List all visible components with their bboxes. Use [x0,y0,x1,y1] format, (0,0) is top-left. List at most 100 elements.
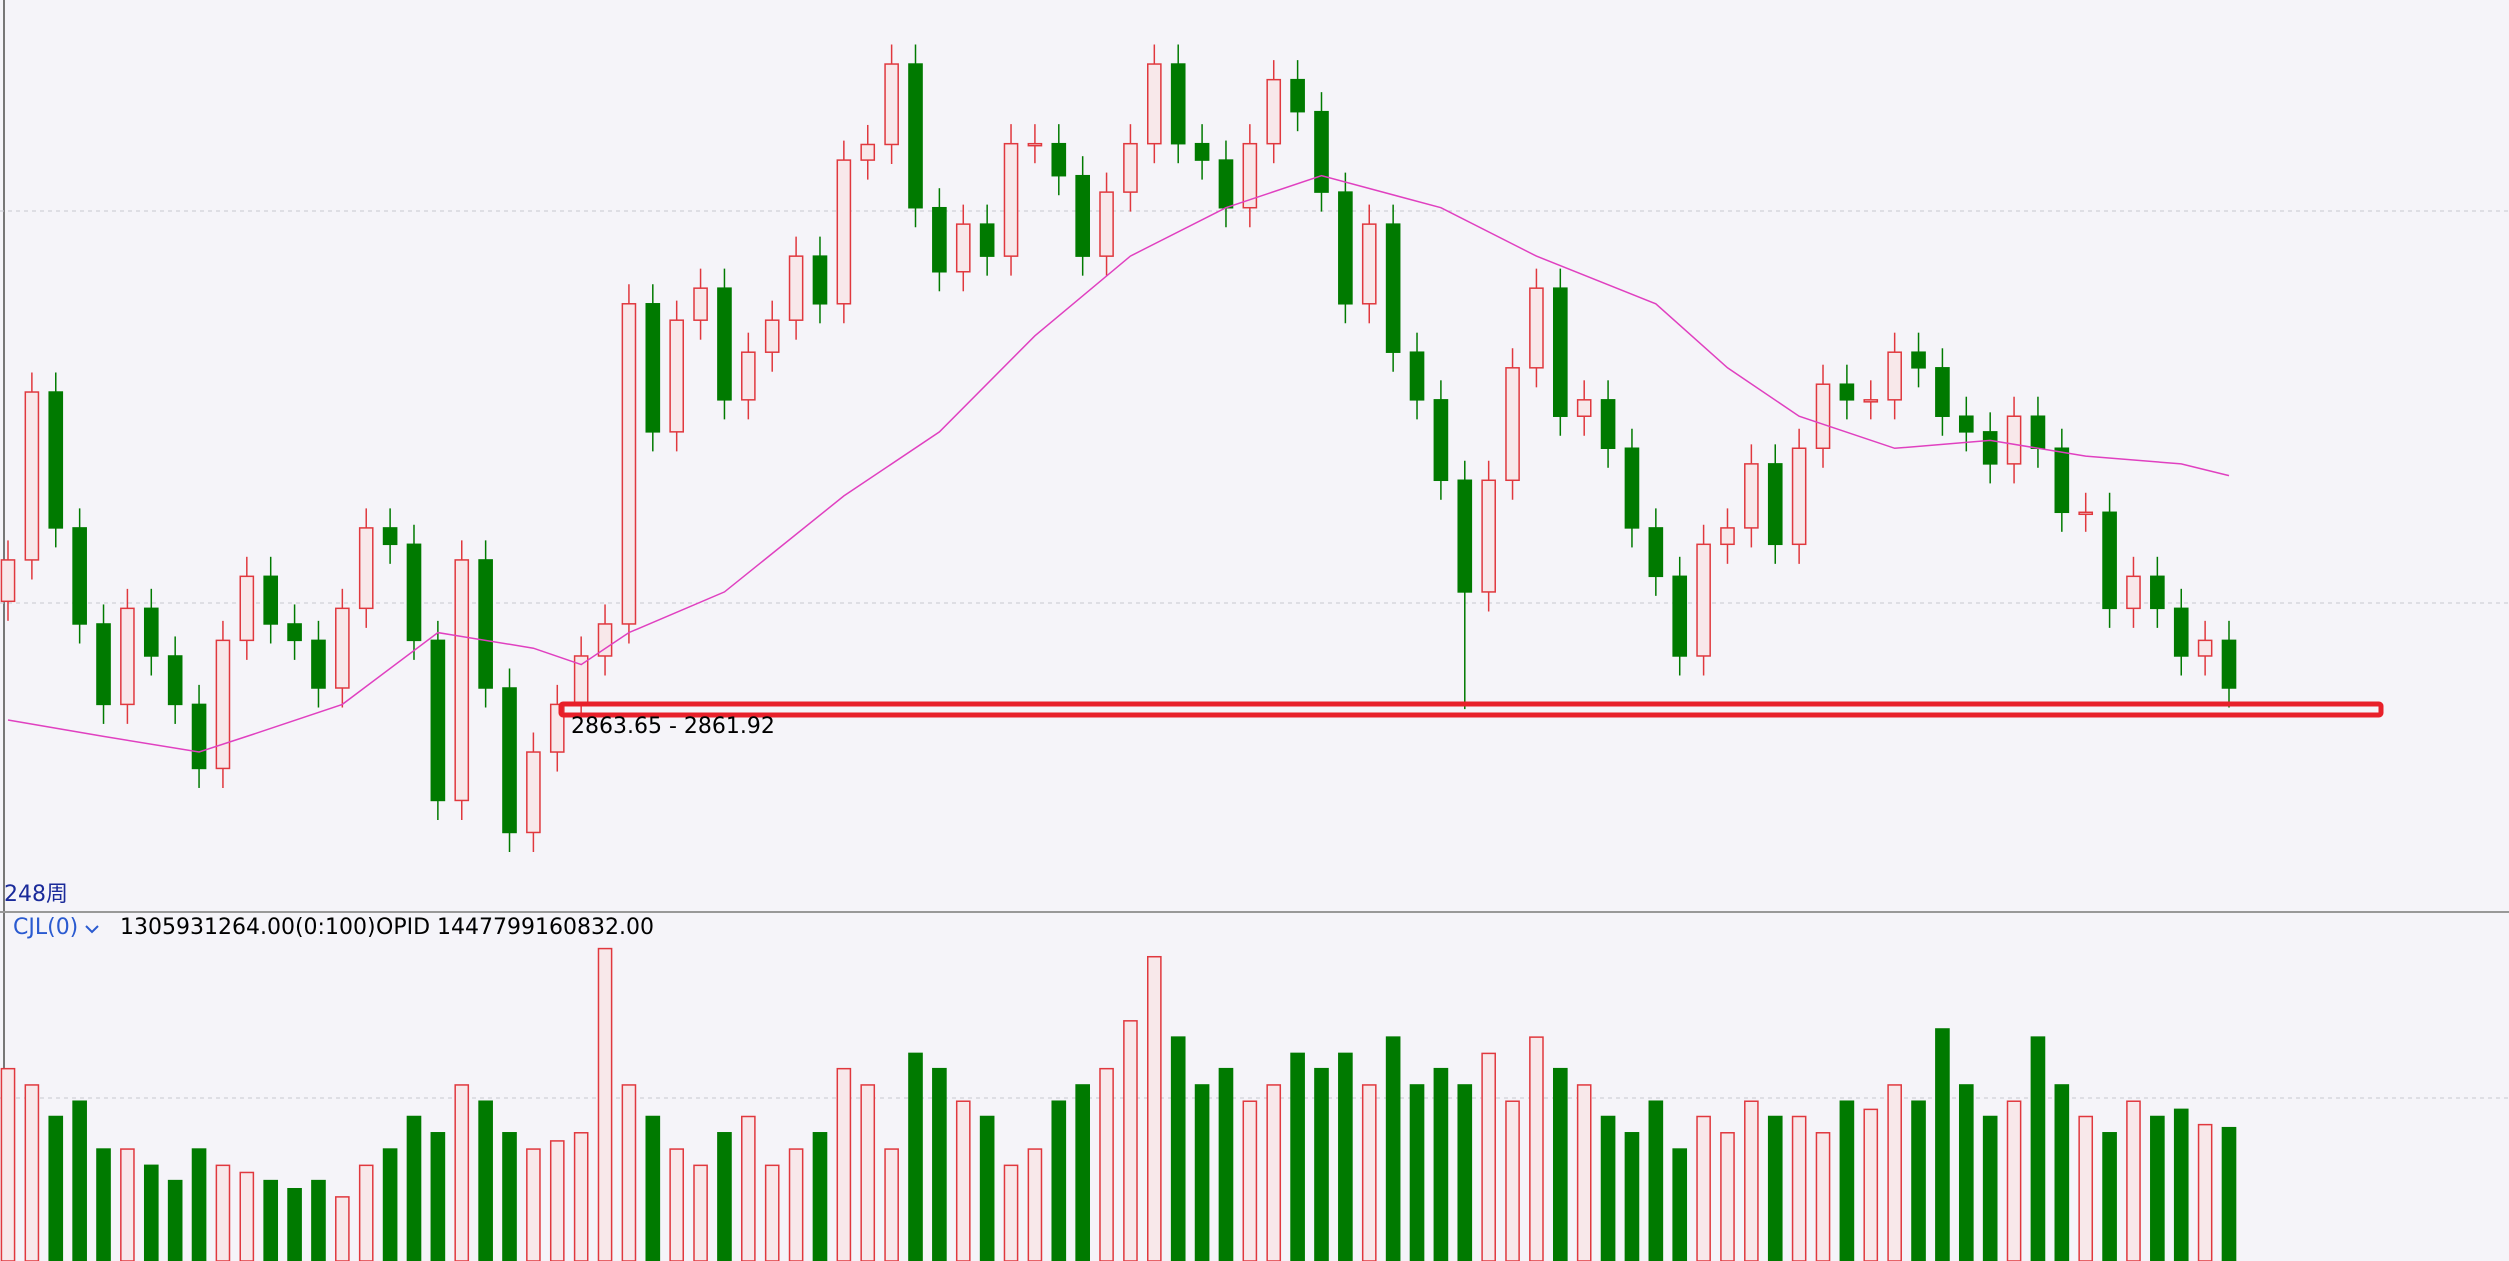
candle-body [1075,174,1090,257]
candle-body [1361,223,1377,305]
volume-bar [1767,1115,1783,1261]
volume-bar [1887,1084,1902,1261]
volume-bar [191,1148,207,1261]
volume-bar [1505,1100,1520,1261]
candle-body [955,223,971,273]
dropdown-icon[interactable] [85,925,99,934]
candle-body [1385,223,1401,353]
volume-bar [597,947,613,1261]
volume-bar [932,1067,947,1261]
volume-bar [573,1132,589,1261]
volume-bar [1147,955,1162,1261]
volume-bar [2030,1036,2046,1261]
candle-body [239,575,255,642]
volume-bar [741,1115,756,1261]
candle-body [2054,447,2070,514]
candle-body [1409,351,1425,401]
volume-bar [1529,1036,1544,1261]
candle-body [120,607,135,706]
volume-bar [812,1132,828,1261]
opid-value: OPID 1447799160832.00 [376,915,654,940]
volume-bar [1791,1115,1807,1261]
candle-body [884,63,899,146]
volume-bar [884,1148,899,1261]
volume-bar [693,1164,708,1261]
volume-bar [1863,1108,1879,1261]
candle-body [1194,142,1210,161]
indicator-value: 1305931264.00(0:100) [120,915,376,940]
candle-body [1481,479,1496,593]
candle-body [693,287,708,321]
volume-bar [1218,1067,1234,1261]
candle-body [621,303,637,625]
volume-bar [263,1179,279,1261]
candle-body [143,607,159,657]
volume-bar [1744,1100,1759,1261]
candle-body [1314,110,1329,193]
volume-bar [1266,1084,1282,1261]
candle-body [2078,511,2094,516]
volume-bar [120,1148,135,1261]
volume-bar [2126,1100,2141,1261]
volume-bar [1839,1100,1855,1261]
volume-bar [1720,1132,1735,1261]
candle-body [1099,191,1114,257]
annotation: 2863.65 - 2861.92 [571,714,775,739]
volume-bar [621,1084,637,1261]
candle-body [335,607,350,689]
volume-bar [24,1084,40,1261]
candle-body [263,575,279,625]
candle-body [1338,191,1353,305]
candle-body [382,527,398,546]
candle-body [1624,447,1640,529]
candle-body [717,287,732,401]
candle-body [1003,142,1019,257]
candle-body [788,255,804,321]
candle-body [1552,287,1568,417]
candle-body [1696,543,1711,657]
volume-bar [1194,1084,1210,1261]
volume-pane [0,947,2237,1261]
volume-bar [502,1132,517,1261]
volume-bar [1433,1067,1449,1261]
candle-body [1576,399,1592,417]
volume-bar [1123,1020,1138,1261]
volume-bar [1911,1100,1926,1261]
volume-bar [1552,1067,1568,1261]
volume-bar [1672,1148,1688,1261]
volume-bar [2006,1100,2022,1261]
candle-body [1815,383,1831,450]
candle-body [1433,399,1449,482]
volume-bar [1457,1084,1473,1261]
volume-bar [478,1100,493,1261]
candle-body [1027,142,1043,147]
candle-body [2197,639,2213,657]
candle-body [669,319,685,433]
candle-body [1457,479,1473,593]
volume-bar [2173,1108,2189,1261]
candle-body [1958,415,1974,433]
volume-bar [1170,1036,1186,1261]
candle-body [2102,511,2117,610]
candle-body [1767,463,1783,546]
candle-body [358,527,374,610]
candle-body [1242,142,1258,209]
candle-body [645,303,661,433]
candle-body [1791,447,1807,546]
candle-body [1911,351,1926,369]
volume-bar [430,1132,446,1261]
candle-body [96,623,111,706]
candle-body [1720,527,1735,546]
volume-bar [358,1164,374,1261]
volume-bar [1409,1084,1425,1261]
candle-body [1218,159,1234,209]
candle-body [2173,607,2189,657]
volume-bar [1290,1052,1305,1261]
volume-bar [764,1164,780,1261]
volume-bar [335,1196,350,1261]
candle-body [454,559,470,802]
candle-body [1887,351,1902,401]
indicator-name[interactable]: CJL(0) [13,915,78,940]
candle-body [1266,78,1282,145]
